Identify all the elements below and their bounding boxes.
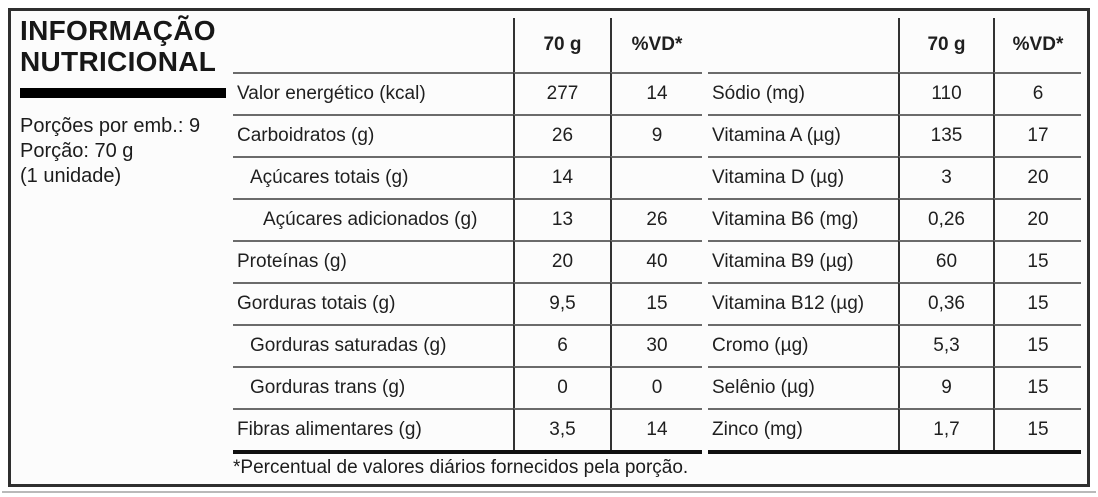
column-header-quantity: 70 g <box>513 18 610 72</box>
portion-unit: (1 unidade) <box>20 165 122 187</box>
header-spacer <box>708 18 898 72</box>
nutrient-name: Vitamina A (µg) <box>708 114 898 156</box>
nutrient-daily-value: 20 <box>993 198 1081 240</box>
nutrient-name: Açúcares totais (g) <box>233 156 513 198</box>
servings-per-pack: Porções por emb.: 9 <box>20 115 201 137</box>
nutrient-daily-value: 14 <box>610 408 702 450</box>
nutrient-name: Cromo (µg) <box>708 324 898 366</box>
nutrient-table-left: 70 g %VD* Valor energético (kcal) 277 14… <box>233 18 702 454</box>
nutrient-daily-value: 26 <box>610 198 702 240</box>
nutrient-name: Valor energético (kcal) <box>233 72 513 114</box>
nutrient-quantity: 277 <box>513 72 610 114</box>
nutrient-quantity: 20 <box>513 240 610 282</box>
nutrient-quantity: 3 <box>898 156 993 198</box>
nutrient-name: Proteínas (g) <box>233 240 513 282</box>
title-line-1: INFORMAÇÃO <box>20 15 216 46</box>
nutrient-quantity: 14 <box>513 156 610 198</box>
nutrient-quantity: 110 <box>898 72 993 114</box>
nutrient-name: Vitamina D (µg) <box>708 156 898 198</box>
bottom-edge-line <box>2 491 1096 493</box>
column-header-daily-value: %VD* <box>610 18 702 72</box>
nutrient-name: Açúcares adicionados (g) <box>233 198 513 240</box>
nutrient-daily-value: 40 <box>610 240 702 282</box>
label-border-box: INFORMAÇÃO NUTRICIONAL Porções por emb.: … <box>8 8 1090 487</box>
column-header-quantity: 70 g <box>898 18 993 72</box>
nutrient-quantity: 26 <box>513 114 610 156</box>
nutrient-daily-value: 15 <box>993 408 1081 450</box>
nutrient-quantity: 1,7 <box>898 408 993 450</box>
nutrient-daily-value: 15 <box>993 282 1081 324</box>
nutrient-daily-value: 15 <box>993 324 1081 366</box>
header-spacer <box>233 18 513 72</box>
nutrient-name: Selênio (µg) <box>708 366 898 408</box>
nutrient-quantity: 13 <box>513 198 610 240</box>
nutrient-quantity: 0,36 <box>898 282 993 324</box>
nutrient-quantity: 6 <box>513 324 610 366</box>
nutrient-daily-value: 0 <box>610 366 702 408</box>
nutrient-daily-value: 15 <box>993 240 1081 282</box>
nutrient-name: Zinco (mg) <box>708 408 898 450</box>
nutrient-table-right: 70 g %VD* Sódio (mg) 110 6 Vitamina A (µ… <box>708 18 1081 454</box>
label-title: INFORMAÇÃO NUTRICIONAL <box>20 15 216 77</box>
nutrient-daily-value: 30 <box>610 324 702 366</box>
nutrient-daily-value: 20 <box>993 156 1081 198</box>
nutrient-name: Carboidratos (g) <box>233 114 513 156</box>
title-line-2: NUTRICIONAL <box>20 46 217 77</box>
nutrient-name: Fibras alimentares (g) <box>233 408 513 450</box>
footnote: *Percentual de valores diários fornecido… <box>233 457 689 478</box>
nutrient-daily-value: 6 <box>993 72 1081 114</box>
nutrient-quantity: 0 <box>513 366 610 408</box>
nutrient-daily-value: 15 <box>993 366 1081 408</box>
nutrient-quantity: 3,5 <box>513 408 610 450</box>
nutrient-name: Gorduras totais (g) <box>233 282 513 324</box>
nutrient-name: Gorduras saturadas (g) <box>233 324 513 366</box>
nutrient-name: Vitamina B9 (µg) <box>708 240 898 282</box>
portion-size: Porção: 70 g <box>20 140 134 162</box>
serving-info: Porções por emb.: 9 Porção: 70 g (1 unid… <box>20 114 200 189</box>
nutrient-daily-value: 15 <box>610 282 702 324</box>
nutrient-name: Sódio (mg) <box>708 72 898 114</box>
nutrient-quantity: 135 <box>898 114 993 156</box>
nutrient-daily-value: 17 <box>993 114 1081 156</box>
nutrient-quantity: 9 <box>898 366 993 408</box>
divider-bar <box>20 88 226 98</box>
nutrient-quantity: 60 <box>898 240 993 282</box>
nutrient-quantity: 5,3 <box>898 324 993 366</box>
nutrient-daily-value <box>610 156 702 198</box>
nutrient-name: Vitamina B12 (µg) <box>708 282 898 324</box>
nutrient-quantity: 9,5 <box>513 282 610 324</box>
nutrient-name: Vitamina B6 (mg) <box>708 198 898 240</box>
nutrient-quantity: 0,26 <box>898 198 993 240</box>
column-header-daily-value: %VD* <box>993 18 1081 72</box>
nutrient-daily-value: 9 <box>610 114 702 156</box>
nutrient-name: Gorduras trans (g) <box>233 366 513 408</box>
nutrient-daily-value: 14 <box>610 72 702 114</box>
